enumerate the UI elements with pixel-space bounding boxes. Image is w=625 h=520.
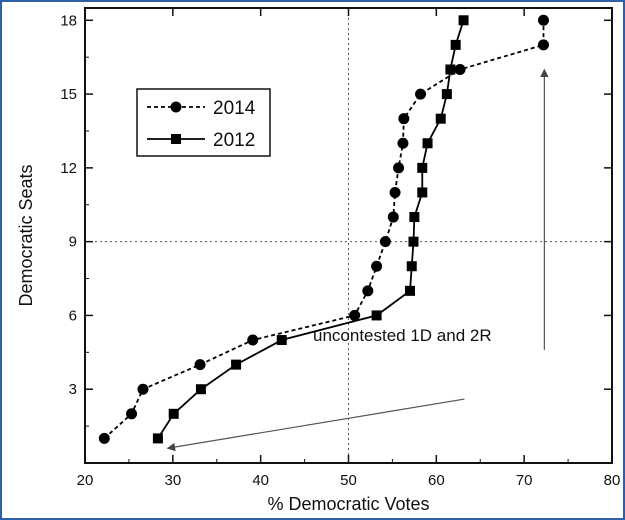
point-2012 <box>417 187 428 198</box>
legend-marker-2012 <box>171 134 181 144</box>
point-2014 <box>537 14 549 26</box>
point-2014 <box>537 39 549 51</box>
series-2012 <box>152 15 469 444</box>
x-tick-label: 40 <box>252 472 269 489</box>
data-series <box>98 14 549 444</box>
point-2014 <box>371 260 383 272</box>
legend-box <box>136 88 271 157</box>
point-2012 <box>276 335 287 346</box>
point-2012 <box>152 433 163 444</box>
point-2014 <box>247 334 259 346</box>
x-tick-label: 80 <box>604 472 621 489</box>
point-2014 <box>387 211 399 223</box>
point-2012 <box>450 39 461 50</box>
point-2012 <box>408 236 419 247</box>
x-axis-label: % Democratic Votes <box>267 494 429 514</box>
legend: 2014 2012 <box>136 88 271 157</box>
legend-marker-2014 <box>170 101 182 113</box>
point-2012 <box>231 359 242 370</box>
series-line-2012 <box>157 20 465 439</box>
annotation-label: uncontested 1D and 2R <box>313 326 492 345</box>
legend-entry-2012: 2012 <box>147 130 255 151</box>
point-2012 <box>435 113 446 124</box>
point-2012 <box>417 162 428 173</box>
x-tick-label: 30 <box>164 472 181 489</box>
point-2014 <box>454 63 466 75</box>
annotation-arrows <box>166 68 549 452</box>
point-2014 <box>415 88 427 100</box>
reference-lines <box>85 8 612 463</box>
point-2012 <box>458 15 469 26</box>
point-2014 <box>379 236 391 248</box>
point-2014 <box>398 113 410 125</box>
x-tick-label: 60 <box>428 472 445 489</box>
point-2014 <box>362 285 374 297</box>
point-2014 <box>137 383 149 395</box>
point-2014 <box>194 359 206 371</box>
point-2014 <box>126 408 138 420</box>
annotation-arrow-1 <box>166 398 465 452</box>
point-2012 <box>445 64 456 75</box>
point-2012 <box>422 138 433 149</box>
y-tick-label: 9 <box>69 234 77 251</box>
point-2014 <box>389 186 401 198</box>
axis-ticks: 20 30 40 50 60 70 80 3 6 9 12 15 18 <box>60 8 620 489</box>
point-2012 <box>404 285 415 296</box>
y-axis-label: Democratic Seats <box>16 164 36 306</box>
x-tick-label: 50 <box>340 472 357 489</box>
y-tick-label: 12 <box>60 160 77 177</box>
point-2014 <box>397 137 409 149</box>
x-tick-label: 20 <box>77 472 94 489</box>
y-tick-label: 18 <box>60 12 77 29</box>
legend-label-2014: 2014 <box>213 98 256 119</box>
legend-label-2012: 2012 <box>213 130 255 151</box>
point-2012 <box>406 261 417 272</box>
point-2012 <box>168 408 179 419</box>
legend-entry-2014: 2014 <box>147 98 256 119</box>
point-2012 <box>195 384 206 395</box>
point-2012 <box>371 310 382 321</box>
y-tick-label: 15 <box>60 86 77 103</box>
point-2014 <box>349 309 361 321</box>
series-line-2014 <box>103 20 545 440</box>
series-2014 <box>98 14 549 444</box>
point-2012 <box>441 89 452 100</box>
y-tick-label: 3 <box>69 381 77 398</box>
point-2012 <box>409 212 420 223</box>
x-tick-label: 70 <box>516 472 533 489</box>
point-2014 <box>98 432 110 444</box>
point-2014 <box>393 162 405 174</box>
y-tick-label: 6 <box>69 307 77 324</box>
